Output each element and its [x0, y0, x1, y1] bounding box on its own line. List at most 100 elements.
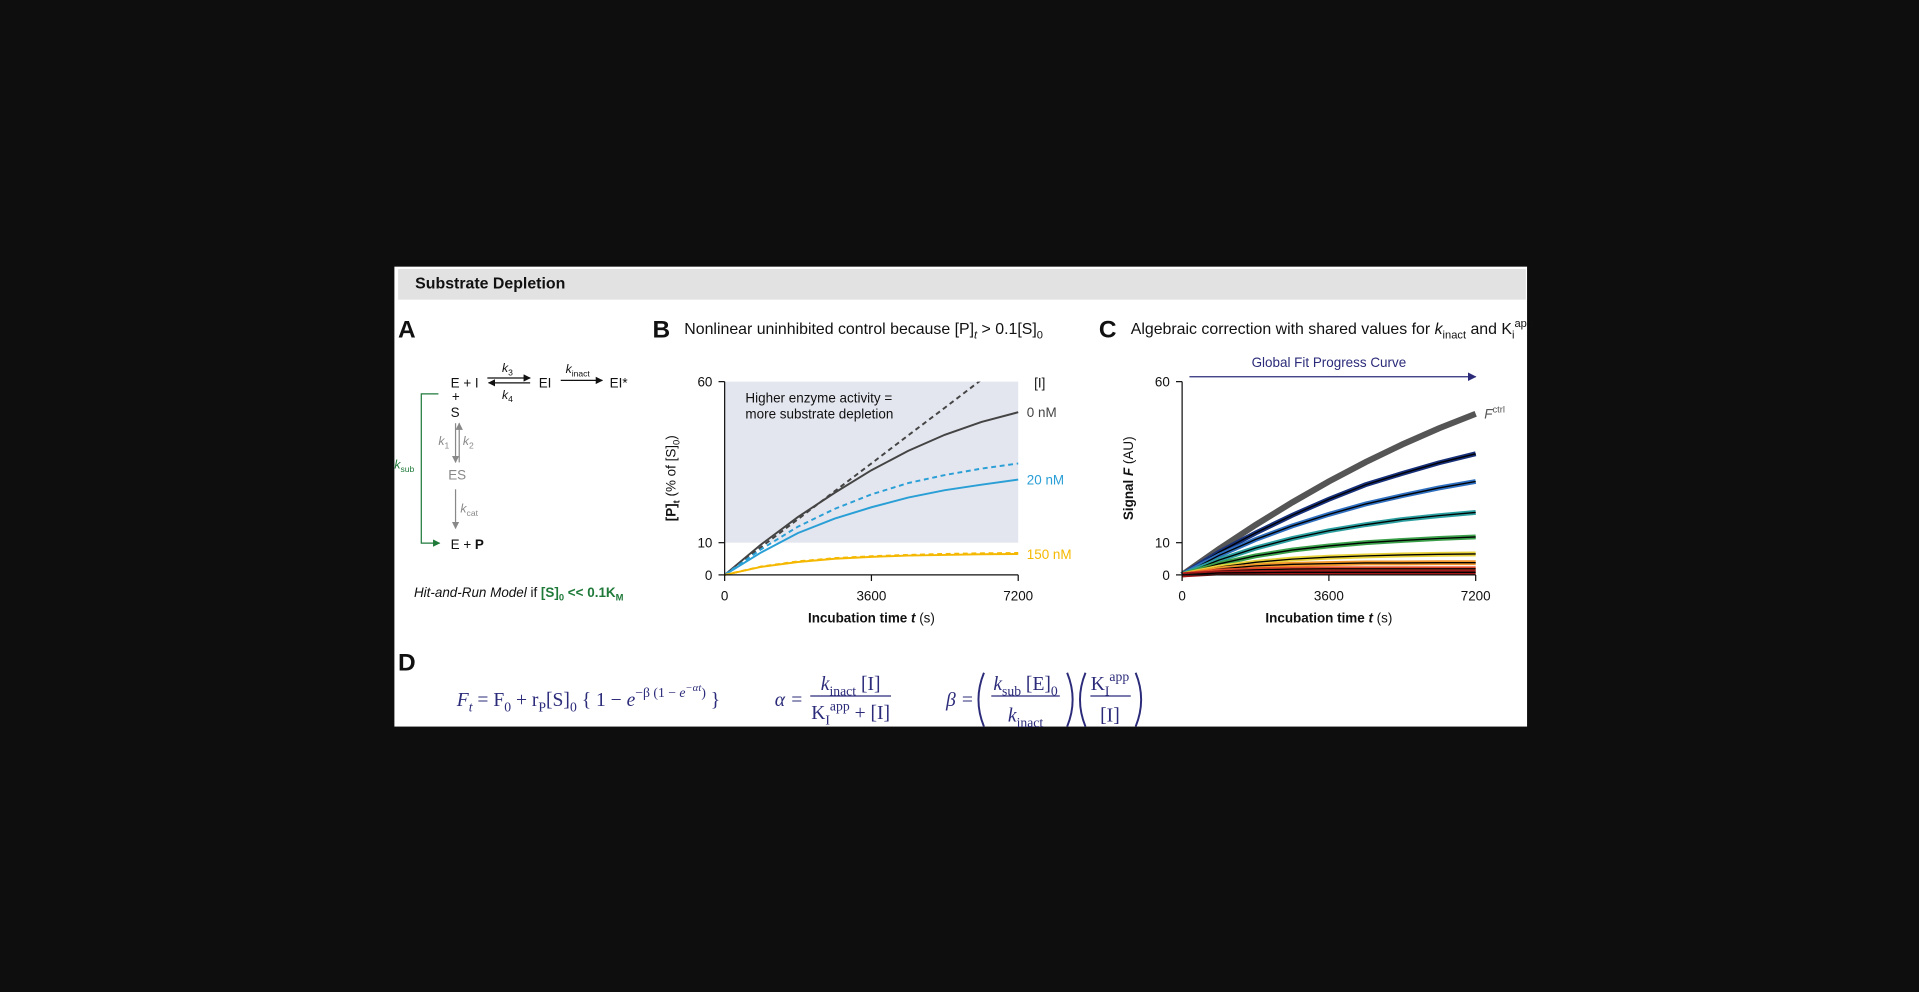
x-tick-label: 3600: [856, 589, 886, 604]
arrow: [420, 393, 441, 547]
chart: Nonlinear uninhibited control because [P…: [664, 321, 1072, 626]
rich-text: KIapp: [1091, 669, 1130, 698]
rich-text: kcat: [460, 502, 478, 518]
text-part: β =: [945, 690, 974, 711]
text-part: e: [627, 690, 636, 711]
legend-label: 0 nM: [1027, 405, 1057, 420]
text-part: 0: [570, 699, 577, 714]
header-title: Substrate Depletion: [415, 276, 565, 293]
rich-text: Hit-and-Run Model if [S]0 << 0.1KM: [414, 585, 624, 603]
text-part: K: [1091, 674, 1105, 695]
text-part: sub: [1002, 683, 1021, 698]
rich-text: ES: [448, 467, 466, 482]
text-part: 1: [445, 441, 450, 451]
rich-text: [I]: [1100, 706, 1120, 727]
series-line: [1181, 511, 1476, 576]
y-tick-label: 0: [705, 568, 712, 583]
text-part: [P]: [664, 503, 679, 521]
text-part: and K: [1466, 321, 1512, 338]
text-part: [I]: [856, 674, 880, 695]
text-part: 0: [504, 699, 511, 714]
text-part: E +: [451, 537, 475, 552]
x-tick-label: 7200: [1461, 589, 1491, 604]
text-part: [S]: [546, 690, 570, 711]
text-part: t: [974, 329, 978, 341]
rich-text: k2: [463, 434, 474, 450]
text-part: 0: [670, 440, 681, 445]
x-tick-label: 7200: [1003, 589, 1033, 604]
text-part: 2: [469, 441, 474, 451]
text-part: app: [1514, 318, 1533, 330]
text-part: P: [538, 699, 546, 714]
text-part: k: [1008, 706, 1017, 727]
text-part: k: [394, 457, 401, 471]
text-part: EI*: [610, 376, 629, 391]
text-part: Incubation time: [1265, 611, 1368, 626]
x-tick-label: 0: [721, 589, 728, 604]
series-line: [724, 381, 981, 576]
text-part: (AU): [1121, 436, 1136, 467]
rich-text: [P]t (% of [S]0): [664, 435, 682, 521]
text-part: −αt: [685, 682, 702, 694]
rich-text: Ft = F0 + rP[S]0 { 1 − e−β (1 − e−αt) }: [456, 682, 720, 714]
text-part: Nonlinear uninhibited control because [P…: [684, 321, 974, 338]
series-line: [1180, 410, 1477, 578]
text-part: << 0.1K: [564, 585, 616, 600]
text-part: −β (1 −: [635, 685, 679, 701]
text-part: inact: [1443, 329, 1467, 341]
text-part: EI: [539, 376, 552, 391]
text-part: k: [993, 674, 1002, 695]
text-part: app: [830, 698, 850, 713]
text-part: app: [1109, 669, 1129, 684]
text-part: Signal: [1121, 476, 1136, 520]
rich-text: Signal F (AU): [1121, 436, 1136, 520]
rich-text: E + P: [451, 537, 484, 552]
annotation: Higher enzyme activity =: [745, 390, 892, 405]
text-part: E + I: [451, 376, 479, 391]
x-tick-label: 0: [1178, 589, 1185, 604]
text-part: 0: [1037, 329, 1043, 341]
paren: [1134, 672, 1143, 727]
paren: [1079, 672, 1087, 727]
text-part: sub: [400, 464, 414, 474]
text-part: K: [811, 703, 825, 724]
y-tick-label: 10: [697, 536, 712, 551]
series-line: [1182, 571, 1476, 576]
legend-label: Fctrl: [1484, 404, 1505, 422]
text-part: Incubation time: [808, 611, 911, 626]
text-part: cat: [467, 508, 479, 518]
paren: [1066, 672, 1074, 727]
text-part: (s): [915, 611, 934, 626]
text-part: F: [456, 690, 470, 711]
text-part: = F: [473, 690, 505, 711]
text-part: k: [438, 434, 445, 448]
text-part: inact: [829, 683, 856, 698]
panel-letter: A: [398, 317, 416, 344]
text-part: +: [452, 389, 460, 404]
rich-text: α =: [775, 690, 803, 711]
text-part: 4: [508, 394, 513, 404]
text-part: M: [616, 592, 624, 603]
rich-text: ksub: [394, 457, 414, 473]
text-part: k: [821, 674, 830, 695]
rich-text: S: [451, 405, 460, 420]
series-line: [724, 462, 1019, 576]
text-part: F: [1121, 467, 1136, 476]
series-line: [724, 552, 1019, 576]
charts: Nonlinear uninhibited control because [P…: [664, 318, 1533, 626]
rich-text: kinact [I]: [821, 674, 881, 698]
annotation: Global Fit Progress Curve: [1252, 355, 1407, 370]
text-part: α =: [775, 690, 803, 711]
text-part: { 1 −: [577, 690, 627, 711]
chart: Algebraic correction with shared values …: [1121, 318, 1533, 626]
rich-text: Algebraic correction with shared values …: [1131, 318, 1533, 342]
text-part: (s): [1373, 611, 1392, 626]
text-part: e: [679, 685, 685, 700]
rich-text: Incubation time t (s): [808, 611, 935, 626]
rich-text: kinact: [1008, 706, 1043, 730]
text-part: Hit-and-Run Model: [414, 585, 528, 600]
text-part: P: [475, 537, 484, 552]
